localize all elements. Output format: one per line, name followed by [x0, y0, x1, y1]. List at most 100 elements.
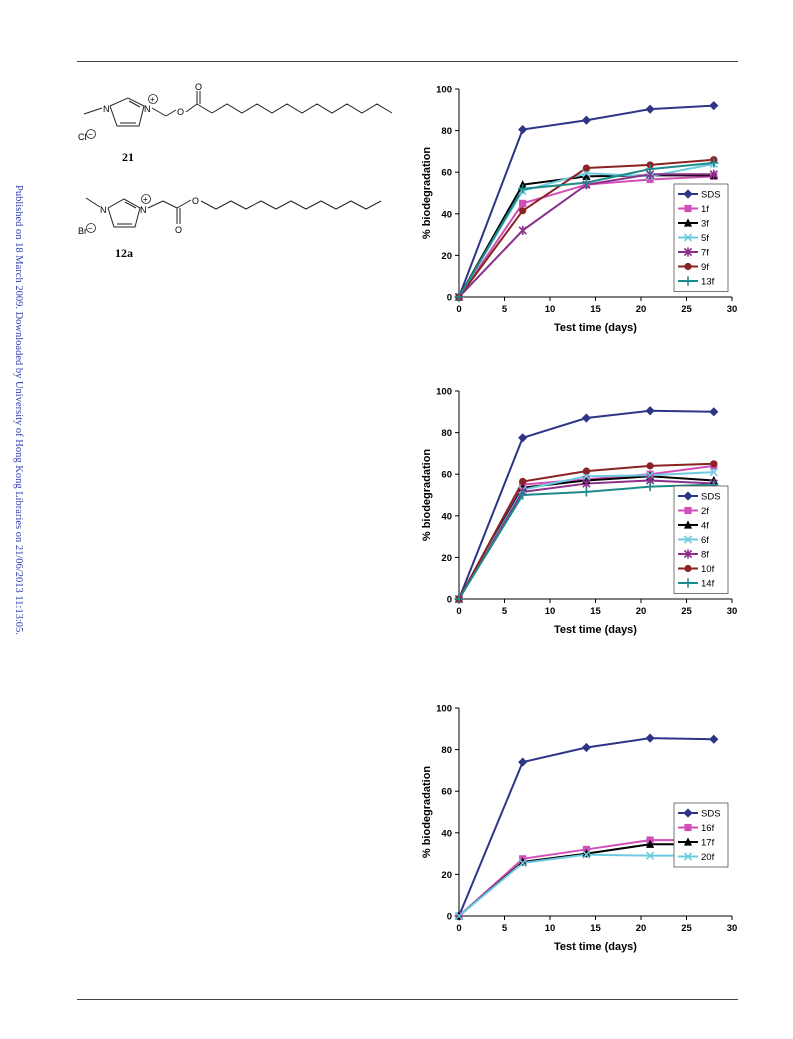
legend-label: SDS [701, 809, 721, 820]
legend-marker [684, 262, 692, 271]
data-point [519, 207, 527, 215]
data-point [582, 164, 590, 172]
data-point [581, 115, 591, 125]
data-point [646, 462, 654, 470]
y-tick-label: 40 [441, 828, 452, 839]
o-atom: O [177, 107, 184, 117]
x-tick-label: 10 [545, 923, 556, 934]
data-point [645, 104, 655, 114]
data-point [518, 124, 528, 135]
y-axis-label: % biodegradation [421, 147, 433, 240]
data-point [518, 184, 528, 194]
x-tick-label: 20 [636, 304, 647, 315]
data-point [454, 292, 464, 302]
publication-note[interactable]: Published on 18 March 2009. Downloaded b… [13, 185, 24, 635]
y-tick-label: 0 [447, 595, 452, 606]
x-axis-label: Test time (days) [554, 941, 637, 953]
x-tick-label: 10 [545, 304, 556, 315]
data-point [582, 169, 591, 178]
data-point [646, 175, 654, 184]
x-tick-label: 30 [727, 606, 738, 617]
legend-label: 2f [701, 506, 709, 517]
data-point [518, 757, 528, 767]
legend-marker [684, 823, 692, 832]
legend-marker [683, 808, 693, 818]
legend-marker [683, 520, 693, 529]
legend-label: 8f [701, 550, 709, 561]
negative-charge-symbol: − [88, 224, 93, 233]
legend-marker [683, 276, 693, 286]
x-tick-label: 15 [590, 606, 601, 617]
legend-marker [684, 564, 692, 573]
bottom-rule [77, 999, 738, 1000]
n-atom: N [103, 104, 110, 114]
data-point [454, 911, 464, 921]
legend-label: 5f [701, 233, 709, 244]
y-tick-label: 80 [441, 126, 452, 137]
data-point [645, 406, 655, 416]
x-tick-label: 0 [456, 923, 461, 934]
data-point [518, 180, 527, 189]
n-atom: N [100, 205, 107, 215]
legend-marker [683, 549, 693, 559]
data-point [519, 199, 527, 207]
y-tick-label: 60 [441, 470, 452, 481]
positive-charge-icon [148, 94, 158, 104]
legend-marker [684, 506, 692, 515]
x-tick-label: 25 [681, 304, 692, 315]
legend-label: 10f [701, 564, 715, 575]
data-point [581, 413, 591, 423]
data-point [709, 158, 719, 168]
x-tick-label: 0 [456, 304, 461, 315]
data-point [645, 851, 655, 860]
data-point [518, 433, 528, 443]
y-axis-label: % biodegradation [421, 449, 433, 542]
x-tick-label: 20 [636, 923, 647, 934]
negative-charge-icon [86, 129, 96, 139]
biodegradation-chart-1: 0 20 40 60 80 100 0 5 10 15 20 25 30 Test time (days)… [421, 85, 738, 335]
y-tick-label: 60 [441, 787, 452, 798]
data-point [581, 742, 591, 753]
positive-charge-symbol: + [150, 95, 155, 104]
legend-label: 1f [701, 204, 709, 215]
data-point [709, 101, 719, 111]
y-tick-label: 100 [436, 704, 452, 715]
x-tick-label: 5 [502, 606, 508, 617]
x-tick-label: 30 [727, 304, 738, 315]
legend-marker [683, 491, 693, 501]
legend-label: 3f [701, 219, 709, 230]
n-atom: N [140, 205, 147, 215]
o-atom: O [195, 82, 202, 92]
x-tick-label: 10 [545, 606, 556, 617]
compound-12a-structure: N N + O O Br − [78, 194, 382, 236]
legend-label: SDS [701, 492, 721, 503]
data-point [582, 472, 591, 481]
data-point [518, 858, 527, 868]
counterion: Cl [78, 132, 87, 142]
legend-label: 20f [701, 852, 715, 863]
y-tick-label: 0 [447, 912, 452, 923]
legend-marker [683, 218, 693, 227]
biodegradation-chart-2: 0 20 40 60 80 100 0 5 10 15 20 25 30 Test time (days)… [421, 387, 738, 637]
data-point [710, 460, 718, 468]
data-point [582, 467, 590, 475]
x-tick-label: 25 [681, 606, 692, 617]
compound-label: 12a [115, 246, 133, 260]
data-point [582, 478, 591, 489]
legend-label: 16f [701, 823, 715, 834]
data-point [518, 225, 527, 236]
x-tick-label: 0 [456, 606, 461, 617]
x-tick-label: 15 [590, 304, 601, 315]
legend-label: 17f [701, 838, 715, 849]
data-point [709, 407, 719, 417]
y-tick-label: 20 [441, 870, 452, 881]
negative-charge-icon [86, 223, 96, 233]
y-tick-label: 100 [436, 85, 452, 96]
y-tick-label: 60 [441, 168, 452, 179]
legend-marker [683, 189, 693, 199]
y-tick-label: 80 [441, 745, 452, 756]
legend-marker [683, 233, 693, 242]
legend-label: 13f [701, 277, 715, 288]
data-point [581, 178, 591, 188]
legend-marker [683, 837, 693, 846]
